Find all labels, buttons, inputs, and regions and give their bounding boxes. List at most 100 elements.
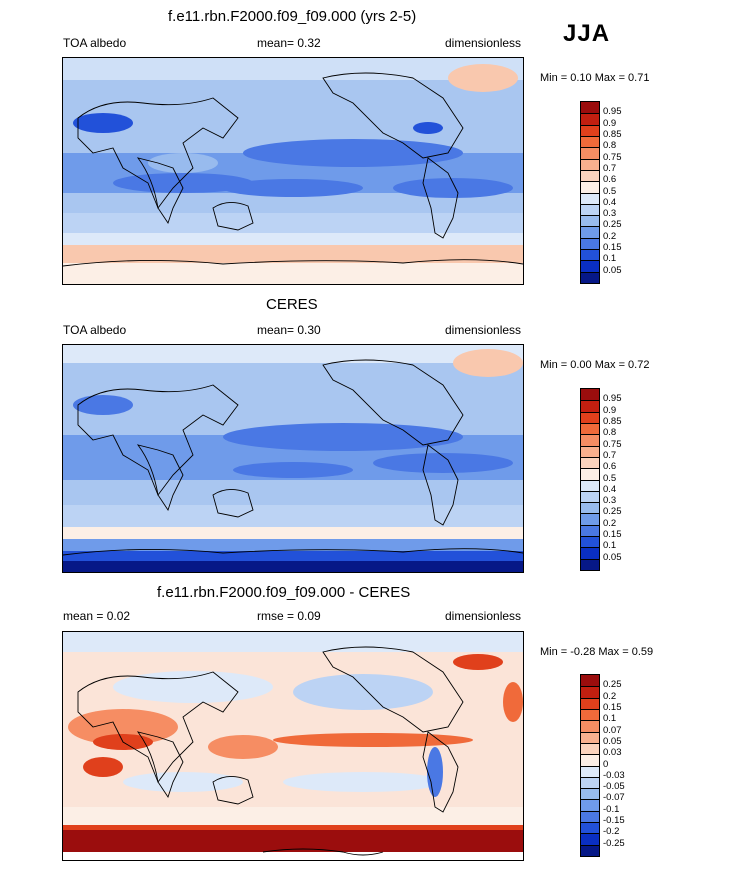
panel1-colorbar-swatch	[581, 158, 599, 170]
panel2-colorbar-label: 0.05	[603, 551, 622, 563]
panel1-colorbar-swatch	[581, 135, 599, 148]
panel2-map-svg	[63, 345, 523, 572]
panel2-colorbar-swatch	[581, 558, 599, 570]
panel1-colorbar-swatch	[581, 181, 599, 193]
panel2-colorbar-swatch	[581, 400, 599, 412]
panel1-units: dimensionless	[445, 36, 522, 50]
panel2-colorbar-label: 0.5	[603, 472, 617, 484]
panel3-colorbar-label: -0.15	[603, 815, 625, 827]
panel1-colorbar-label: 0.15	[603, 242, 622, 254]
panel1-colorbar-label: 0.05	[603, 264, 622, 276]
panel2-colorbar-label: 0.6	[603, 461, 617, 473]
panel1-title: f.e11.rbn.F2000.f09_f09.000 (yrs 2-5)	[168, 8, 417, 25]
panel3-colorbar-label: 0.03	[603, 747, 622, 759]
panel1-colorbar-label: 0.1	[603, 253, 617, 265]
panel2-colorbar-label: 0.7	[603, 449, 617, 461]
panel2-field-label: TOA albedo	[63, 323, 127, 337]
panel1-colorbar-label: 0.8	[603, 140, 617, 152]
panel1-colorbar-swatch	[581, 249, 599, 261]
panel2-colorbar-swatch	[581, 513, 599, 525]
panel3-colorbar-swatch	[581, 754, 599, 766]
panel2-colorbar-label: 0.15	[603, 529, 622, 541]
panel1-colorbar-label: 0.95	[603, 106, 622, 118]
panel3-units: dimensionless	[445, 609, 522, 623]
panel2-colorbar-label: 0.3	[603, 495, 617, 507]
panel2-colorbar-swatch	[581, 490, 599, 503]
panel3-colorbar-swatch	[581, 731, 599, 743]
panel1-colorbar-swatch	[581, 102, 599, 114]
panel3-colorbar-swatch	[581, 799, 599, 811]
panel2-mean: mean= 0.30	[257, 323, 321, 337]
panel3-colorbar-label: 0.07	[603, 724, 622, 736]
panel1-colorbar-label: 0.7	[603, 162, 617, 174]
panel1-colorbar-label: 0.6	[603, 174, 617, 186]
panel3-colorbar-swatch	[581, 675, 599, 687]
panel2-colorbar-label: 0.1	[603, 540, 617, 552]
panel2-colorbar-swatch	[581, 445, 599, 457]
panel1-colorbar-swatch	[581, 124, 599, 136]
panel2-units: dimensionless	[445, 323, 522, 337]
panel3-colorbar-label: 0.1	[603, 713, 617, 725]
panel1-colorbar-swatch	[581, 215, 599, 227]
panel3-minmax: Min = -0.28 Max = 0.59	[540, 646, 654, 658]
panel3-colorbar-label: 0.2	[603, 690, 617, 702]
panel3-colorbar-swatch	[581, 776, 599, 789]
panel1-map	[62, 57, 524, 285]
panel2-colorbar-swatch	[581, 502, 599, 514]
panel3-colorbar-label: -0.05	[603, 781, 625, 793]
panel2-colorbar-swatch	[581, 422, 599, 435]
panel3-colorbar-label: -0.1	[603, 803, 620, 815]
panel2-colorbar-swatch	[581, 389, 599, 401]
panel2-map	[62, 344, 524, 573]
panel3-mean: mean = 0.02	[63, 609, 131, 623]
panel3-colorbar-label: -0.07	[603, 792, 625, 804]
panel2-colorbar-swatch	[581, 468, 599, 480]
panel3-colorbar-label: -0.25	[603, 837, 625, 849]
panel1-colorbar-label: 0.3	[603, 208, 617, 220]
panel3-colorbar-swatch	[581, 788, 599, 800]
season-label: JJA	[563, 20, 611, 47]
panel3-colorbar-swatch	[581, 810, 599, 823]
panel1-colorbar-label: 0.9	[603, 117, 617, 129]
panel1-colorbar-label: 0.2	[603, 230, 617, 242]
panel3-colorbar-label: 0.05	[603, 735, 622, 747]
panel2-colorbar-label: 0.9	[603, 404, 617, 416]
panel2-colorbar-swatch	[581, 434, 599, 446]
panel1-colorbar-swatch	[581, 147, 599, 159]
panel1-field-label: TOA albedo	[63, 36, 127, 50]
panel2-colorbar-label: 0.25	[603, 506, 622, 518]
panel1-colorbar-swatch	[581, 203, 599, 216]
panel1-colorbar-label: 0.85	[603, 128, 622, 140]
panel2-colorbar-label: 0.2	[603, 517, 617, 529]
panel1-colorbar-swatch	[581, 169, 599, 182]
panel1-colorbar-label: 0.75	[603, 151, 622, 163]
panel2-colorbar-label: 0.8	[603, 427, 617, 439]
panel1-colorbar-swatch	[581, 192, 599, 204]
panel3-colorbar-label: 0	[603, 758, 609, 770]
panel3-colorbar-swatch	[581, 686, 599, 698]
panel2-colorbar-swatch	[581, 479, 599, 491]
panel1-colorbar-label: 0.25	[603, 219, 622, 231]
panel3-colorbar-swatch	[581, 697, 599, 709]
panel2-minmax: Min = 0.00 Max = 0.72	[540, 359, 650, 371]
panel1-colorbar	[580, 101, 600, 284]
panel3-map	[62, 631, 524, 861]
panel2-colorbar-swatch	[581, 411, 599, 423]
panel1-colorbar-swatch	[581, 113, 599, 125]
panel1-colorbar-label: 0.4	[603, 196, 617, 208]
panel1-map-svg	[63, 58, 523, 284]
panel2-colorbar-swatch	[581, 536, 599, 548]
panel2-colorbar-label: 0.75	[603, 438, 622, 450]
panel3-colorbar-swatch	[581, 833, 599, 845]
panel3-title: f.e11.rbn.F2000.f09_f09.000 - CERES	[157, 584, 411, 601]
panel3-colorbar-swatch	[581, 822, 599, 834]
panel3-colorbar-swatch	[581, 844, 599, 856]
panel2-colorbar	[580, 388, 600, 571]
panel3-colorbar-label: 0.25	[603, 679, 622, 691]
panel3-colorbar-swatch	[581, 708, 599, 721]
panel2-colorbar-swatch	[581, 524, 599, 537]
panel1-colorbar-swatch	[581, 271, 599, 283]
panel1-colorbar-swatch	[581, 237, 599, 250]
panel3-colorbar-label: -0.03	[603, 769, 625, 781]
panel2-colorbar-swatch	[581, 547, 599, 559]
